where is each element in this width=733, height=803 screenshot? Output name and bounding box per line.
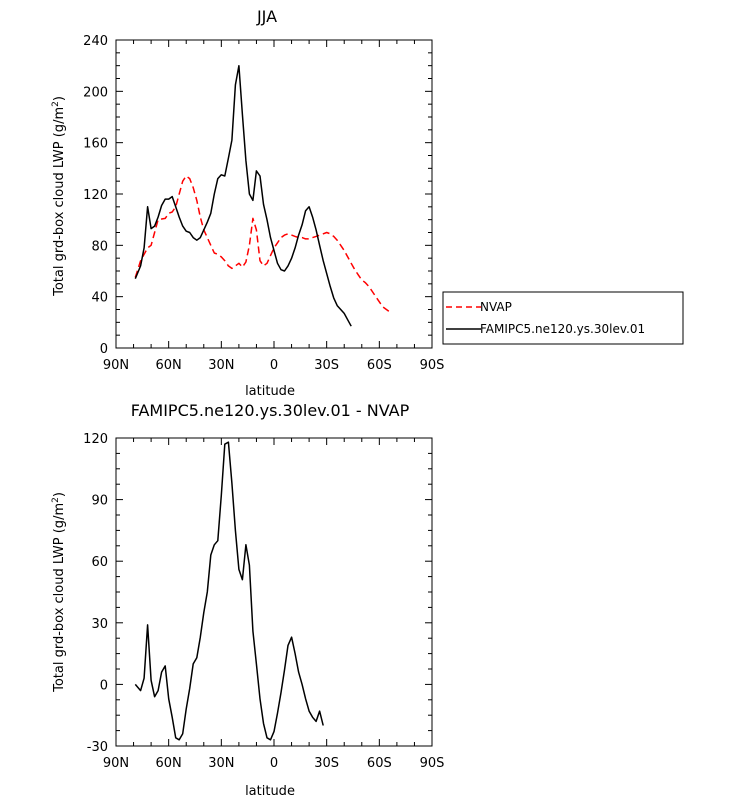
top-chart-xtick-label: 90S xyxy=(420,358,445,373)
top-chart-series xyxy=(134,64,391,327)
bottom-chart-ytick-label: 60 xyxy=(91,555,108,570)
top-chart-ytick-label: 240 xyxy=(83,34,108,49)
top-chart-y-axis: 0 40 80 120 160 200 240 xyxy=(83,34,432,357)
top-chart-xtick-label: 30N xyxy=(208,358,234,373)
top-chart-ytick-label: 0 xyxy=(100,342,108,357)
top-chart-xtick-label: 60S xyxy=(367,358,392,373)
bottom-chart-xtick-label: 60N xyxy=(156,756,182,771)
top-chart-ytick-label: 80 xyxy=(91,239,108,254)
top-chart-x-axis: 90N 60N 30N 0 30S 60S 90S xyxy=(103,40,445,373)
bottom-chart: FAMIPC5.ne120.ys.30lev.01 - NVAP -30 0 30 6… xyxy=(51,401,444,799)
bottom-chart-series xyxy=(134,441,324,741)
top-chart-xtick-label: 30S xyxy=(314,358,339,373)
bottom-chart-xtick-label: 30N xyxy=(208,756,234,771)
top-chart-series-famipc5-ne120-ys-30lev-01 xyxy=(134,64,352,327)
bottom-chart-xtick-label: 30S xyxy=(314,756,339,771)
bottom-chart-ytick-label: -30 xyxy=(87,740,108,755)
top-chart-y-label: Total grd-box cloud LWP (g/m2) xyxy=(51,96,67,297)
top-chart-xtick-label: 90N xyxy=(103,358,129,373)
bottom-chart-plot-frame xyxy=(115,437,433,747)
top-chart-ytick-label: 160 xyxy=(83,137,108,152)
top-chart-legend: NVAP FAMIPC5.ne120.ys.30lev.01 xyxy=(442,291,684,345)
top-chart-title: JJA xyxy=(256,7,277,26)
bottom-chart-ytick-label: 120 xyxy=(83,432,108,447)
top-chart-ytick-label: 200 xyxy=(83,85,108,100)
top-chart-xtick-label: 0 xyxy=(270,358,278,373)
bottom-chart-xtick-label: 90S xyxy=(420,756,445,771)
top-chart-series-nvap xyxy=(134,175,391,313)
bottom-chart-x-label: latitude xyxy=(245,784,295,799)
bottom-chart-x-axis: 90N 60N 30N 0 30S 60S 90S xyxy=(103,438,445,771)
legend-box xyxy=(442,291,684,345)
top-chart-xtick-label: 60N xyxy=(156,358,182,373)
bottom-chart-y-label: Total grd-box cloud LWP (g/m2) xyxy=(51,492,67,693)
bottom-chart-xtick-label: 0 xyxy=(270,756,278,771)
bottom-chart-title: FAMIPC5.ne120.ys.30lev.01 - NVAP xyxy=(131,401,410,420)
top-chart-ytick-label: 40 xyxy=(91,291,108,306)
bottom-chart-y-axis: -30 0 30 60 90 120 xyxy=(83,432,432,755)
top-chart-plot-frame xyxy=(115,39,433,349)
top-chart-x-label: latitude xyxy=(245,384,295,399)
bottom-chart-ytick-label: 0 xyxy=(100,678,108,693)
bottom-chart-xtick-label: 90N xyxy=(103,756,129,771)
top-chart-ytick-label: 120 xyxy=(83,188,108,203)
bottom-chart-ytick-label: 30 xyxy=(91,617,108,632)
legend-label-nvap: NVAP xyxy=(480,300,512,314)
bottom-chart-series-famipc5-ne120-ys-30lev-01-nvap xyxy=(134,441,324,741)
bottom-chart-xtick-label: 60S xyxy=(367,756,392,771)
legend-label-famipc5: FAMIPC5.ne120.ys.30lev.01 xyxy=(480,322,645,336)
bottom-chart-ytick-label: 90 xyxy=(91,494,108,509)
